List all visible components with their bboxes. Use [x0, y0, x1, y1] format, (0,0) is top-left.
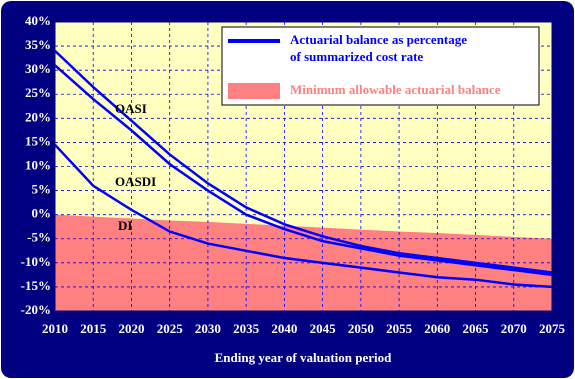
y-tick-label: -5%	[27, 230, 51, 245]
y-tick-label: 35%	[25, 37, 51, 52]
line	[54, 49, 553, 274]
x-tick-label: 2050	[348, 321, 374, 336]
series-label: DI	[118, 218, 132, 233]
plot-border	[54, 21, 553, 312]
legend-area-swatch	[228, 83, 280, 99]
series-label: OASDI	[115, 174, 156, 189]
y-tick-label: 40%	[25, 13, 51, 28]
x-tick-label: 2035	[233, 321, 260, 336]
y-tick-label: 25%	[25, 85, 51, 100]
series-label: OASI	[115, 101, 147, 116]
x-tick-label: 2075	[539, 321, 566, 336]
legend-label: Minimum allowable actuarial balance	[290, 82, 501, 97]
x-tick-label: 2055	[386, 321, 413, 336]
x-tick-label: 2040	[271, 321, 297, 336]
x-tick-label: 2025	[157, 321, 184, 336]
x-tick-label: 2030	[195, 321, 221, 336]
x-tick-label: 2070	[501, 321, 527, 336]
y-tick-label: -15%	[21, 278, 51, 293]
x-tick-label: 2015	[80, 321, 107, 336]
legend-label: of summarized cost rate	[290, 49, 423, 64]
y-tick-label: 0%	[32, 206, 52, 221]
y-tick-label: 10%	[25, 157, 51, 172]
legend-label: Actuarial balance as percentage	[290, 32, 467, 47]
line	[54, 64, 553, 277]
x-tick-label: 2010	[42, 321, 68, 336]
y-tick-label: -20%	[21, 302, 51, 317]
y-tick-label: 30%	[25, 61, 51, 76]
x-axis-title: Ending year of valuation period	[215, 350, 393, 365]
y-tick-label: 15%	[25, 133, 51, 148]
x-tick-label: 2060	[424, 321, 450, 336]
y-tick-label: 20%	[25, 109, 51, 124]
x-tick-label: 2065	[463, 321, 490, 336]
x-tick-label: 2020	[118, 321, 144, 336]
x-tick-label: 2045	[310, 321, 337, 336]
line	[54, 143, 553, 289]
y-tick-label: -10%	[21, 254, 51, 269]
y-tick-label: 5%	[32, 182, 52, 197]
